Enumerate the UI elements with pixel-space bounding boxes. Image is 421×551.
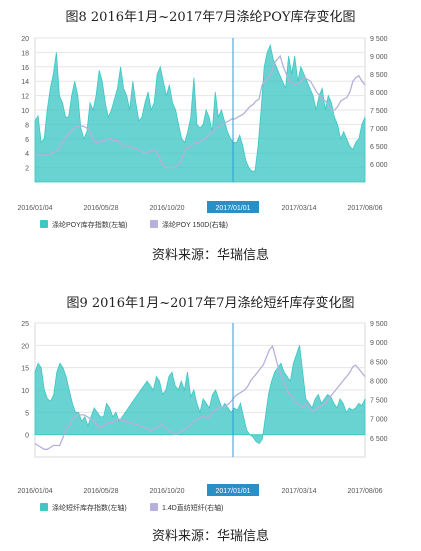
left-tick-label: 16 [21,65,29,72]
left-tick-label: 14 [21,79,29,86]
x-tick-label: 2016/05/28 [83,488,118,495]
legend-label: 1.4D直纺短纤(右轴) [162,503,223,512]
right-tick-label: 8 000 [370,90,388,97]
series-line-right [35,54,366,169]
right-tick-label: 8 500 [370,72,388,79]
left-tick-label: 10 [21,388,29,395]
left-tick-label: 12 [21,94,29,101]
legend-swatch [150,503,158,511]
left-tick-label: 25 [21,321,29,328]
left-tick-label: 8 [25,122,29,129]
series-area-left [34,43,366,183]
right-tick-label: 6 500 [370,144,388,151]
left-tick-label: 10 [21,108,29,115]
figure-8-source: 资料来源：华瑞信息 [151,248,269,263]
x-tick-label: 2016/05/28 [83,205,118,212]
figure-9-title: 图9 2016年1月~2017年7月涤纶短纤库存变化图 [66,296,355,311]
x-tick-label: 2017/03/14 [281,488,316,495]
right-tick-label: 6 500 [370,436,388,443]
x-tick-label: 2016/10/20 [149,488,184,495]
x-tick-label: 2016/10/20 [149,205,184,212]
left-tick-label: 15 [21,366,29,373]
x-tick-label: 2017/01/01 [215,205,250,212]
left-tick-label: 5 [25,410,29,417]
legend-swatch [40,503,48,511]
figure-8-title: 图8 2016年1月~2017年7月涤纶POY库存变化图 [65,10,356,25]
right-tick-label: 7 500 [370,398,388,405]
left-tick-label: 6 [25,137,29,144]
left-tick-label: 20 [21,343,29,350]
legend-label: 涤纶短纤库存指数(左轴) [52,503,127,512]
left-tick-label: 0 [25,433,29,440]
legend-swatch [150,220,158,228]
right-tick-label: 9 500 [370,321,388,328]
x-tick-label: 2017/08/06 [347,488,382,495]
left-tick-label: 2 [25,166,29,173]
x-tick-label: 2017/01/01 [215,488,250,495]
right-tick-label: 8 500 [370,359,388,366]
legend-label: 涤纶POY库存指数(左轴) [52,220,127,229]
x-tick-label: 2016/01/04 [17,205,52,212]
left-tick-label: 18 [21,50,29,57]
legend-label: 涤纶POY 150D(右轴) [162,220,228,229]
highlight-label-box [207,484,259,496]
x-tick-label: 2017/03/14 [281,205,316,212]
left-tick-label: 4 [25,151,29,158]
right-tick-label: 6 000 [370,162,388,169]
right-tick-label: 8 000 [370,378,388,385]
right-tick-label: 9 000 [370,54,388,61]
right-tick-label: 7 000 [370,126,388,133]
figure-9-source: 资料来源：华瑞信息 [151,529,269,544]
right-tick-label: 9 000 [370,340,388,347]
series-line-right [34,344,366,450]
right-tick-label: 7 000 [370,417,388,424]
x-tick-label: 2017/08/06 [347,205,382,212]
figure-8-chart: 2 4 6 8 10 12 14 16 18 20 6 000 6 500 7 000 7 500 8 00… [17,36,388,229]
left-tick-label: 20 [21,36,29,43]
figure-9-chart: 0 5 10 15 20 25 6 500 7 000 7 500 8 000 8 500 9 000… [17,321,388,512]
legend-swatch [40,220,48,228]
x-tick-label: 2016/01/04 [17,488,52,495]
right-tick-label: 7 500 [370,108,388,115]
right-tick-label: 9 500 [370,36,388,43]
highlight-label-box [207,201,259,213]
